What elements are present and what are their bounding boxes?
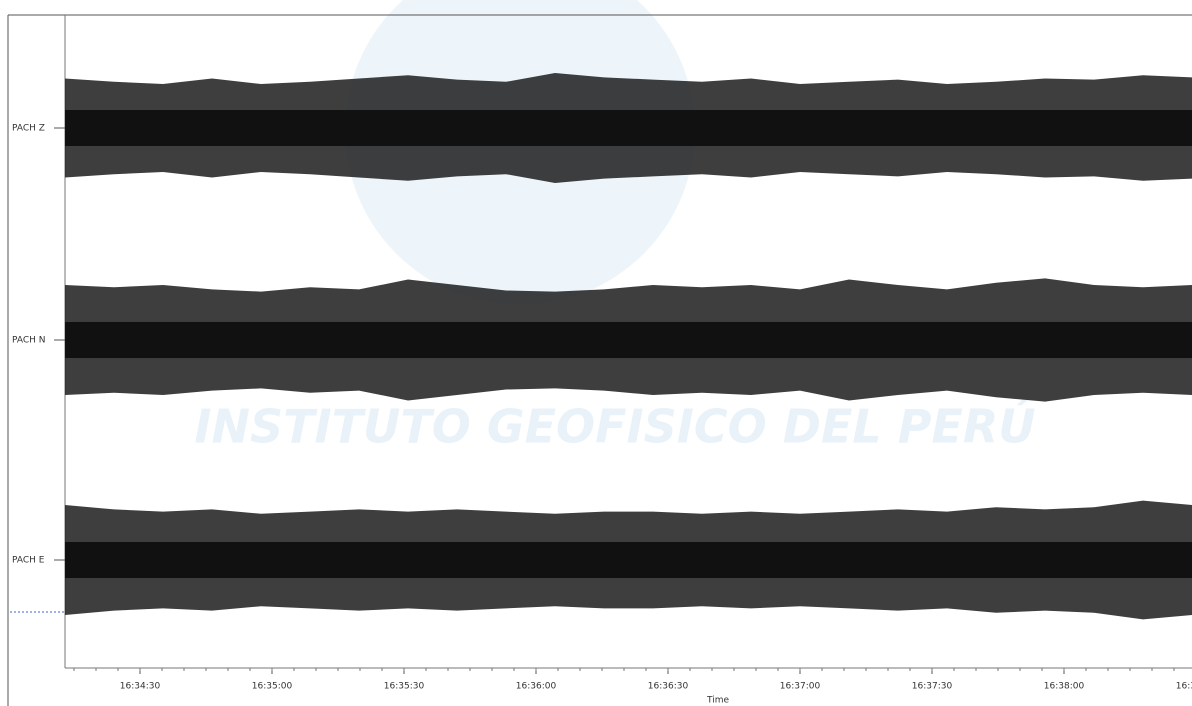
- x-tick-label: 16:38:00: [1044, 682, 1085, 692]
- trace-label: PACH E: [12, 556, 45, 566]
- x-tick-label: 16:38:30: [1176, 682, 1192, 692]
- watermark: INSTITUTO GEOFISICO DEL PERÚ: [194, 400, 1035, 454]
- trace-core: [65, 110, 1192, 146]
- x-tick-label: 16:34:30: [120, 682, 161, 692]
- trace-core: [65, 322, 1192, 358]
- trace-label: PACH N: [12, 336, 46, 346]
- x-tick-label: 16:35:00: [252, 682, 293, 692]
- x-tick-label: 16:36:30: [648, 682, 689, 692]
- x-tick-label: 16:35:30: [384, 682, 425, 692]
- x-tick-label: 16:37:00: [780, 682, 821, 692]
- trace-label: PACH Z: [12, 124, 45, 134]
- x-tick-label: 16:37:30: [912, 682, 953, 692]
- x-axis-label: Time: [706, 696, 729, 706]
- trace-core: [65, 542, 1192, 578]
- x-tick-label: 16:36:00: [516, 682, 557, 692]
